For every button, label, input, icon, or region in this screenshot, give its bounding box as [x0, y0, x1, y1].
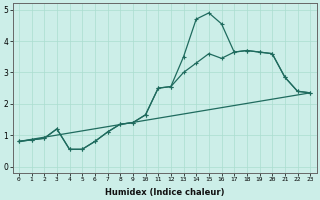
X-axis label: Humidex (Indice chaleur): Humidex (Indice chaleur): [105, 188, 224, 197]
